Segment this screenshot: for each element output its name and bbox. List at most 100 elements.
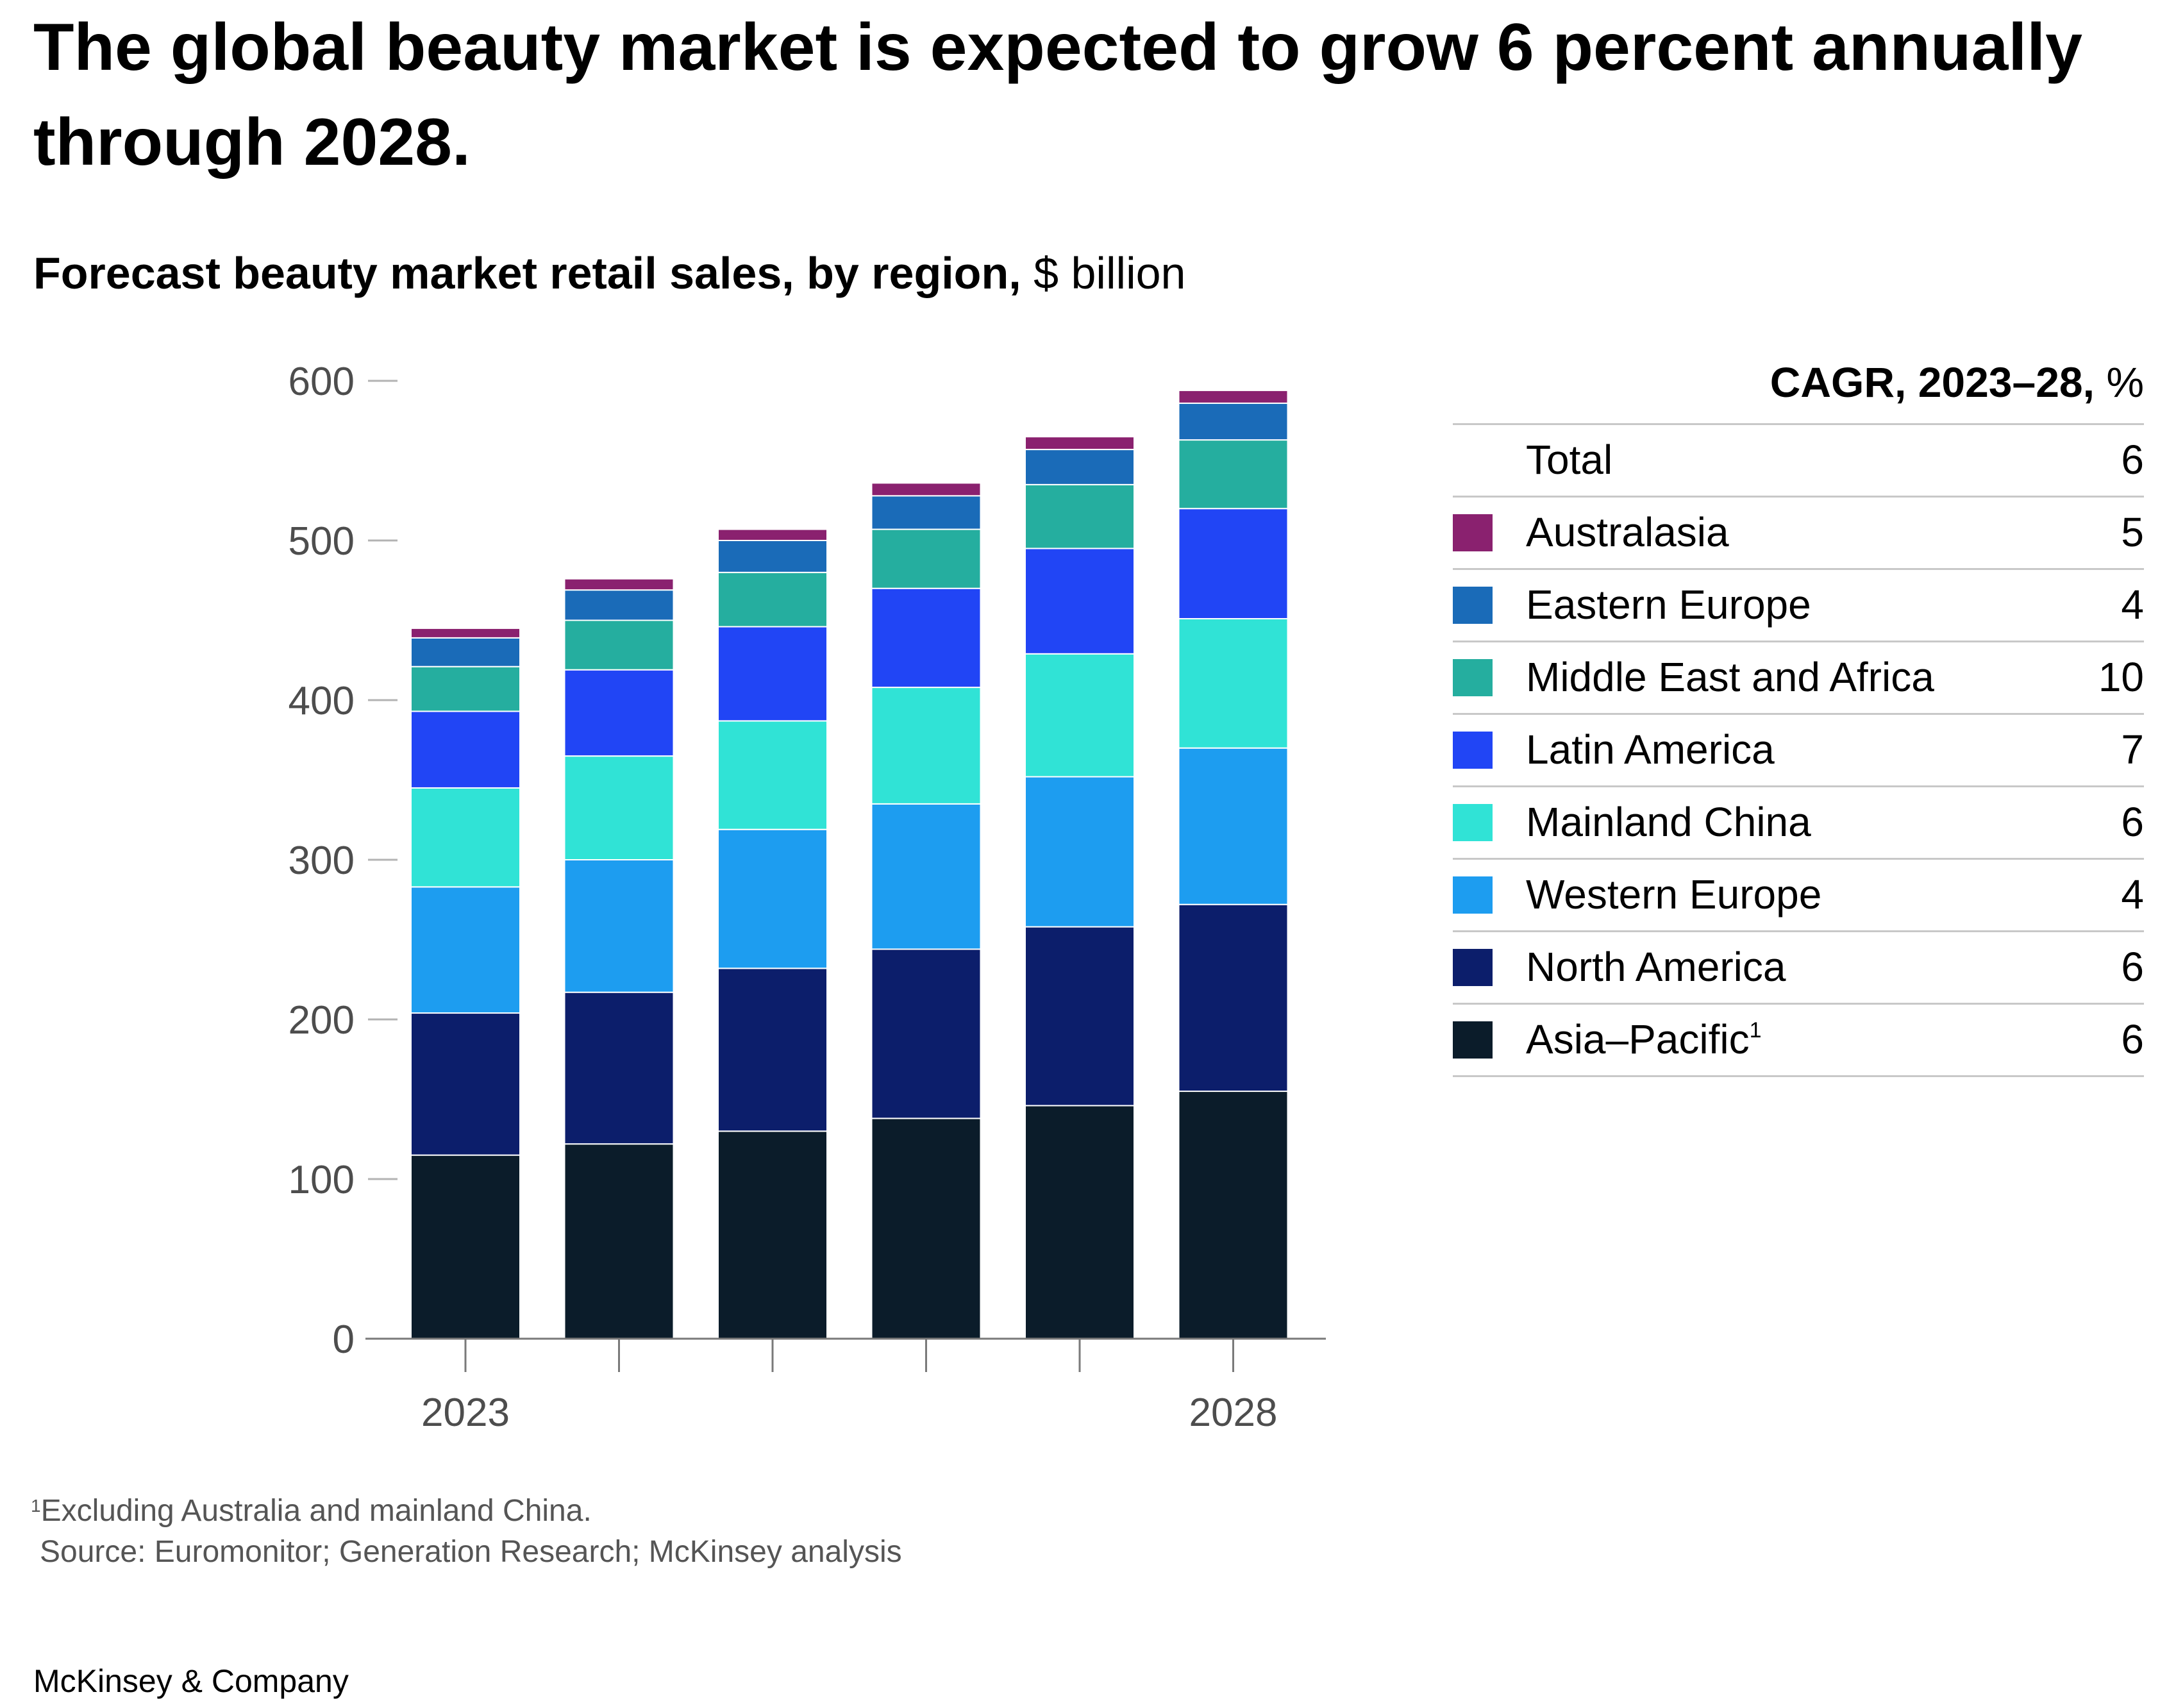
legend-label-eastern-europe: Eastern Europe <box>1526 582 1811 628</box>
bar-middle-east-and-africa-2 <box>717 571 828 628</box>
legend-swatch-australasia <box>1453 514 1493 551</box>
bar-north-america-4 <box>1025 926 1135 1107</box>
bar-mainland-china-1 <box>564 755 674 861</box>
legend-row-north-america: North America 6 <box>1453 930 2144 1003</box>
bar-mainland-china-5 <box>1178 618 1289 749</box>
bar-latin-america-3 <box>871 587 982 689</box>
legend-swatch-mainland-china <box>1453 804 1493 841</box>
bar-latin-america-2 <box>717 626 828 722</box>
legend-label-north-america: North America <box>1526 944 1786 990</box>
legend-value-latin-america: 7 <box>2121 726 2144 773</box>
legend-swatch-asia-pacific <box>1453 1021 1493 1059</box>
legend-label-latin-america: Latin America <box>1526 726 1775 773</box>
y-tick-label-600: 600 <box>289 360 355 404</box>
legend-row-mainland-china: Mainland China 6 <box>1453 785 2144 858</box>
bar-western-europe-3 <box>871 803 982 950</box>
bar-middle-east-and-africa-0 <box>410 666 521 712</box>
legend-label-western-europe: Western Europe <box>1526 871 1822 917</box>
legend-value-middle-east-africa: 10 <box>2098 654 2144 700</box>
footnote-marker: 1 <box>31 1496 41 1516</box>
legend-label-australasia: Australasia <box>1526 509 1729 555</box>
bar-middle-east-and-africa-4 <box>1025 483 1135 549</box>
bar-latin-america-4 <box>1025 548 1135 655</box>
bar-australasia-5 <box>1178 389 1289 404</box>
bar-western-europe-4 <box>1025 776 1135 928</box>
bar-eastern-europe-2 <box>717 540 828 573</box>
legend-label-middle-east-africa: Middle East and Africa <box>1526 654 1934 700</box>
y-tick-label-500: 500 <box>289 519 355 564</box>
bar-australasia-0 <box>410 627 521 639</box>
y-tick-label-0: 0 <box>333 1318 355 1362</box>
legend-heading: CAGR, 2023–28, % <box>1453 344 2144 423</box>
legend-label-total: Total <box>1526 437 1613 483</box>
bar-latin-america-5 <box>1178 508 1289 620</box>
legend-label-asia-pacific: Asia–Pacific1 <box>1526 1005 1762 1074</box>
bar-western-europe-2 <box>717 828 828 969</box>
legend-swatch-eastern-europe <box>1453 587 1493 624</box>
legend-row-middle-east-africa: Middle East and Africa 10 <box>1453 640 2144 713</box>
bar-mainland-china-0 <box>410 787 521 888</box>
legend-heading-unit: % <box>2106 358 2144 406</box>
bar-eastern-europe-3 <box>871 495 982 530</box>
bar-australasia-1 <box>564 578 674 591</box>
footnote-mark: 1 <box>1749 1018 1762 1042</box>
footnote-text: Excluding Australia and mainland China. <box>40 1494 592 1528</box>
bar-eastern-europe-1 <box>564 589 674 621</box>
bar-asia-pacific-0 <box>410 1154 521 1340</box>
bar-north-america-1 <box>564 991 674 1145</box>
bar-north-america-0 <box>410 1012 521 1156</box>
bar-western-europe-1 <box>564 859 674 993</box>
bar-asia-pacific-1 <box>564 1143 674 1339</box>
bar-western-europe-5 <box>1178 747 1289 905</box>
legend-value-total: 6 <box>2121 437 2144 483</box>
bar-australasia-2 <box>717 528 828 542</box>
legend-value-north-america: 6 <box>2121 944 2144 990</box>
y-tick-label-200: 200 <box>289 998 355 1042</box>
legend-swatch-middle-east-africa <box>1453 659 1493 696</box>
legend-value-australasia: 5 <box>2121 509 2144 555</box>
bar-mainland-china-3 <box>871 687 982 805</box>
x-tick-label-2023: 2023 <box>421 1391 510 1435</box>
bar-eastern-europe-4 <box>1025 449 1135 485</box>
bar-asia-pacific-5 <box>1178 1091 1289 1340</box>
bar-australasia-3 <box>871 482 982 497</box>
subtitle-bold: Forecast beauty market retail sales, by … <box>33 248 1021 298</box>
legend-swatch-latin-america <box>1453 732 1493 769</box>
legend-row-western-europe: Western Europe 4 <box>1453 858 2144 930</box>
legend-row-australasia: Australasia 5 <box>1453 496 2144 568</box>
legend-value-mainland-china: 6 <box>2121 799 2144 845</box>
bar-latin-america-0 <box>410 710 521 789</box>
bar-asia-pacific-3 <box>871 1118 982 1339</box>
bar-north-america-3 <box>871 948 982 1119</box>
legend-row-total: Total 6 <box>1453 423 2144 496</box>
bar-middle-east-and-africa-5 <box>1178 439 1289 510</box>
cagr-legend: CAGR, 2023–28, % Total 6 Australasia 5 E… <box>1453 344 2144 1077</box>
chart-title: The global beauty market is expected to … <box>33 10 2082 180</box>
legend-swatch-western-europe <box>1453 876 1493 914</box>
x-tick-label-2028: 2028 <box>1189 1391 1278 1435</box>
bar-eastern-europe-5 <box>1178 402 1289 441</box>
bar-middle-east-and-africa-1 <box>564 619 674 671</box>
y-tick-label-100: 100 <box>289 1158 355 1202</box>
legend-row-eastern-europe: Eastern Europe 4 <box>1453 568 2144 640</box>
stacked-bar-chart: 0 100 200 300 400 500 600 2023 2028 <box>289 360 1326 1435</box>
legend-heading-bold: CAGR, 2023–28, <box>1770 358 2095 406</box>
bar-north-america-5 <box>1178 903 1289 1093</box>
legend-value-western-europe: 4 <box>2121 871 2144 917</box>
bar-asia-pacific-4 <box>1025 1105 1135 1339</box>
legend-swatch-north-america <box>1453 949 1493 986</box>
bar-eastern-europe-0 <box>410 637 521 667</box>
legend-row-latin-america: Latin America 7 <box>1453 713 2144 785</box>
y-tick-label-300: 300 <box>289 839 355 883</box>
brand-name: McKinsey & Company <box>33 1663 349 1699</box>
subtitle-unit: $ billion <box>1034 248 1186 298</box>
legend-value-asia-pacific: 6 <box>2121 1016 2144 1062</box>
legend-label-mainland-china: Mainland China <box>1526 799 1811 845</box>
bar-australasia-4 <box>1025 436 1135 451</box>
footnote: 1Excluding Australia and mainland China. <box>31 1491 592 1531</box>
bar-mainland-china-2 <box>717 720 828 830</box>
bar-north-america-2 <box>717 967 828 1132</box>
bar-latin-america-1 <box>564 669 674 757</box>
bar-asia-pacific-2 <box>717 1130 828 1340</box>
source-note: Source: Euromonitor; Generation Research… <box>40 1535 902 1569</box>
